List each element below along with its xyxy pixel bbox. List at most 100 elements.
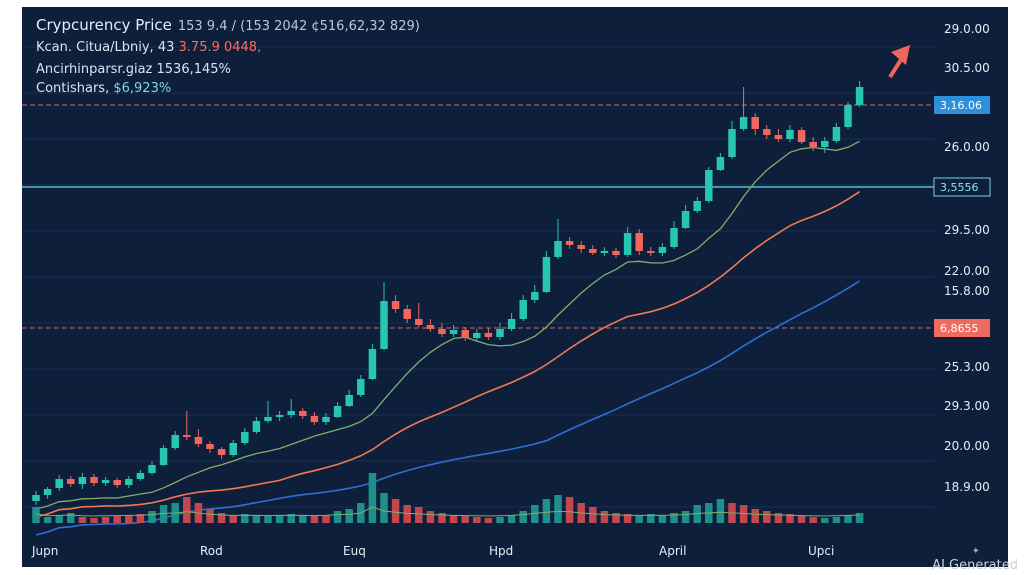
price-labels: 3,16.06 3,5556 6,8655	[933, 96, 991, 337]
volume-bar	[542, 499, 551, 523]
candle-up	[159, 448, 168, 465]
moving-average-mid	[35, 191, 861, 518]
x-axis-tick-label: April	[659, 544, 686, 558]
volume-bar	[55, 515, 63, 523]
volume-bar	[763, 511, 771, 523]
candle-up	[821, 141, 829, 147]
volume-bar	[241, 514, 249, 523]
volume-bar	[681, 511, 690, 523]
candle-up	[32, 495, 40, 501]
candle-down	[194, 437, 203, 444]
chart-title: Crypcurency Price	[36, 16, 172, 34]
volume-bar	[113, 516, 121, 523]
x-axis-tick-label: Jupn	[31, 544, 58, 558]
candle-up	[322, 417, 330, 422]
volume-bar	[391, 499, 400, 523]
y-axis-tick-label: 29.5.00	[944, 223, 990, 237]
candle-down	[310, 416, 319, 422]
volume-bar	[333, 511, 342, 523]
volume-bar	[774, 513, 783, 523]
candle-up	[171, 435, 179, 448]
volume-bar	[600, 511, 609, 523]
candle-up	[600, 251, 609, 253]
sparkle-icon: ✦	[971, 546, 980, 557]
volume-bar	[43, 517, 52, 523]
candle-up	[531, 292, 539, 300]
volume-bar	[159, 505, 168, 523]
volume-bar	[658, 515, 667, 523]
candle-up	[252, 421, 261, 432]
candle-up	[473, 333, 481, 338]
candle-down	[403, 309, 411, 319]
volume-bar	[125, 515, 133, 523]
candle-up	[264, 417, 272, 421]
candle-down	[438, 329, 446, 334]
volume-bar	[832, 517, 841, 523]
candle-up	[101, 480, 110, 483]
candle-up	[716, 157, 725, 170]
candle-up	[136, 473, 145, 479]
volume-bar	[345, 509, 353, 523]
price-chart-panel[interactable]: 29.0.00 30.5.00 26.0.00 29.5.00 22.0.00 15.8.…	[22, 7, 1008, 567]
candle-up	[844, 105, 852, 127]
volume-bar	[264, 516, 272, 523]
volume-bar	[252, 515, 261, 523]
candle-up	[507, 319, 516, 329]
candle-up	[705, 170, 713, 201]
volume-bar	[32, 507, 40, 523]
candle-down	[774, 135, 783, 139]
price-label-box	[934, 319, 990, 337]
candle-down	[217, 449, 226, 455]
candle-up	[229, 443, 237, 455]
volume-moving-average	[35, 506, 860, 517]
volume-bar	[78, 517, 87, 523]
info-line-volume: Kcan. Citua/Lbniy, 43 3.75.9 0448,	[36, 40, 261, 55]
price-chart[interactable]: 29.0.00 30.5.00 26.0.00 29.5.00 22.0.00 15.8.…	[22, 7, 1008, 567]
candle-down	[647, 251, 655, 253]
candlesticks	[32, 81, 864, 505]
candle-up	[148, 465, 156, 473]
candle-up	[658, 247, 667, 253]
volume-bar	[797, 516, 806, 523]
volume-bar	[693, 505, 701, 523]
chart-title-line: Crypcurency Price 153 9.4 / (153 2042 ¢51…	[36, 16, 420, 34]
volume-bar	[101, 517, 110, 523]
price-label: 3,16.06	[940, 99, 982, 112]
y-axis-tick-label: 18.9.00	[944, 480, 990, 494]
candle-up	[623, 233, 632, 255]
candle-down	[183, 435, 191, 437]
volume-bar	[380, 493, 388, 523]
volume-bar	[647, 514, 655, 523]
candle-up	[333, 406, 342, 417]
volume-bar	[206, 509, 214, 523]
candle-up	[125, 479, 133, 485]
volume-bar	[484, 518, 493, 523]
volume-bar	[67, 513, 75, 523]
volume-bar	[623, 514, 632, 523]
candle-up	[681, 211, 690, 228]
moving-average-slow	[35, 280, 861, 536]
candle-down	[751, 117, 759, 129]
moving-average-fast	[35, 140, 860, 510]
volume-bar	[415, 507, 423, 523]
candle-down	[763, 129, 771, 135]
volume-bar	[461, 516, 469, 523]
volume-bar	[136, 514, 145, 523]
price-label: 3,5556	[940, 181, 979, 194]
candle-up	[786, 130, 794, 139]
volume-bar	[531, 505, 539, 523]
volume-bar	[438, 513, 446, 523]
volume-bar	[217, 513, 226, 523]
volume-bar	[739, 505, 748, 523]
info-line-contracts: Contishars, $6,923%	[36, 81, 171, 96]
candle-up	[357, 379, 365, 395]
volume-bar	[299, 515, 307, 523]
candle-down	[577, 245, 585, 249]
candle-down	[426, 325, 435, 329]
candle-down	[612, 251, 620, 255]
candle-up	[287, 411, 295, 415]
price-label-box	[933, 177, 991, 197]
candle-up	[739, 117, 748, 129]
x-axis: Jupn Rod Euq Hpd April Upci	[31, 544, 834, 558]
chart-title-values: 153 9.4 / (153 2042 ¢516,62,32 829)	[177, 19, 420, 34]
